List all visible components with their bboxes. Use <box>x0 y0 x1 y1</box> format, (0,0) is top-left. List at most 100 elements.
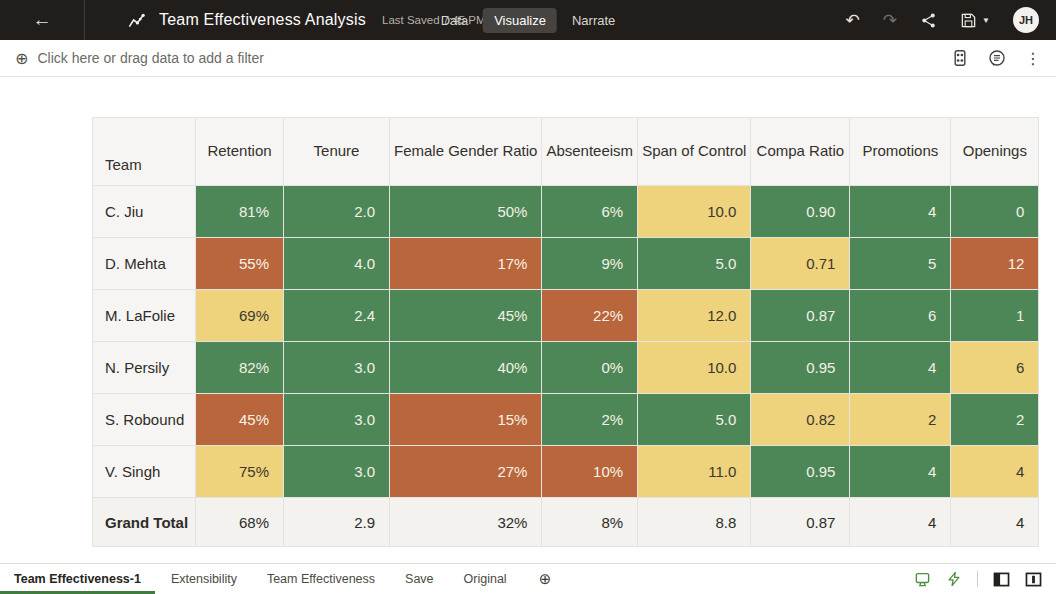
metric-cell[interactable]: 10% <box>542 446 638 498</box>
left-panel-toggle-icon[interactable] <box>993 572 1010 587</box>
column-header[interactable]: Promotions <box>850 118 951 186</box>
metric-cell[interactable]: 55% <box>196 238 284 290</box>
canvas-tab-4[interactable]: Save <box>405 564 434 594</box>
metric-cell[interactable]: 82% <box>196 342 284 394</box>
metric-cell[interactable]: 2.4 <box>284 290 390 342</box>
metric-cell[interactable]: 4 <box>850 446 951 498</box>
team-cell[interactable]: V. Singh <box>93 446 196 498</box>
visualization-canvas: TeamRetentionTenureFemale Gender RatioAb… <box>0 77 1056 563</box>
metric-cell[interactable]: 6 <box>850 290 951 342</box>
metric-cell[interactable]: 10.0 <box>638 186 751 238</box>
actions-lightning-icon[interactable] <box>946 571 962 587</box>
metric-cell[interactable]: 0.87 <box>751 290 850 342</box>
column-header[interactable]: Openings <box>951 118 1039 186</box>
metric-cell[interactable]: 12 <box>951 238 1039 290</box>
metric-cell[interactable]: 0.90 <box>751 186 850 238</box>
metric-cell[interactable]: 6% <box>542 186 638 238</box>
team-cell[interactable]: S. Robound <box>93 394 196 446</box>
metric-cell[interactable]: 0.95 <box>751 446 850 498</box>
metric-cell[interactable]: 5.0 <box>638 394 751 446</box>
team-cell[interactable]: M. LaFolie <box>93 290 196 342</box>
table-row: C. Jiu81%2.050%6%10.00.9040 <box>93 186 1039 238</box>
team-cell[interactable]: D. Mehta <box>93 238 196 290</box>
metric-cell[interactable]: 0.71 <box>751 238 850 290</box>
metric-cell[interactable]: 6 <box>951 342 1039 394</box>
metric-cell[interactable]: 5.0 <box>638 238 751 290</box>
save-caret-icon[interactable]: ▼ <box>982 16 990 25</box>
column-header[interactable]: Compa Ratio <box>751 118 850 186</box>
insights-icon[interactable] <box>988 49 1006 67</box>
grand-total-cell[interactable]: 32% <box>390 498 542 547</box>
metric-cell[interactable]: 0.95 <box>751 342 850 394</box>
back-button[interactable]: ← <box>0 0 84 40</box>
tab-visualize[interactable]: Visualize <box>483 8 557 33</box>
column-header[interactable]: Team <box>93 118 196 186</box>
metric-cell[interactable]: 45% <box>196 394 284 446</box>
metric-cell[interactable]: 4.0 <box>284 238 390 290</box>
metric-cell[interactable]: 50% <box>390 186 542 238</box>
team-cell[interactable]: C. Jiu <box>93 186 196 238</box>
grand-total-cell[interactable]: 2.9 <box>284 498 390 547</box>
metric-cell[interactable]: 69% <box>196 290 284 342</box>
grand-total-cell[interactable]: 4 <box>850 498 951 547</box>
column-header[interactable]: Absenteeism <box>542 118 638 186</box>
canvas-tab-3[interactable]: Team Effectiveness <box>267 564 375 594</box>
metric-cell[interactable]: 3.0 <box>284 342 390 394</box>
metric-cell[interactable]: 11.0 <box>638 446 751 498</box>
metric-cell[interactable]: 27% <box>390 446 542 498</box>
present-mode-icon[interactable] <box>914 571 931 588</box>
metric-cell[interactable]: 10.0 <box>638 342 751 394</box>
save-icon[interactable] <box>960 12 977 29</box>
right-panel-toggle-icon[interactable] <box>1025 572 1042 587</box>
grand-total-cell[interactable]: 8% <box>542 498 638 547</box>
canvas-tab-5[interactable]: Original <box>464 564 507 594</box>
column-header[interactable]: Span of Control <box>638 118 751 186</box>
metric-cell[interactable]: 81% <box>196 186 284 238</box>
metric-cell[interactable]: 45% <box>390 290 542 342</box>
column-header[interactable]: Retention <box>196 118 284 186</box>
metric-cell[interactable]: 40% <box>390 342 542 394</box>
kebab-menu-icon[interactable]: ⋮ <box>1025 49 1041 68</box>
chart-icon <box>127 11 146 30</box>
metric-cell[interactable]: 3.0 <box>284 394 390 446</box>
column-header[interactable]: Female Gender Ratio <box>390 118 542 186</box>
metric-cell[interactable]: 2 <box>951 394 1039 446</box>
add-canvas-icon[interactable]: ⊕ <box>539 570 552 588</box>
grand-total-cell[interactable]: 68% <box>196 498 284 547</box>
grand-total-cell[interactable]: 0.87 <box>751 498 850 547</box>
canvas-tab-1[interactable]: Team Effectiveness-1 <box>14 564 141 594</box>
metric-cell[interactable]: 4 <box>951 446 1039 498</box>
canvas-tab-2[interactable]: Extensibility <box>171 564 237 594</box>
add-filter-button[interactable]: ⊕ Click here or drag data to add a filte… <box>15 49 264 68</box>
conditional-formatting-icon[interactable] <box>951 49 969 67</box>
team-cell[interactable]: N. Persily <box>93 342 196 394</box>
metric-cell[interactable]: 22% <box>542 290 638 342</box>
metric-cell[interactable]: 0.82 <box>751 394 850 446</box>
metric-cell[interactable]: 5 <box>850 238 951 290</box>
save-menu[interactable]: ▼ <box>960 12 990 29</box>
avatar[interactable]: JH <box>1013 7 1039 33</box>
grand-total-cell[interactable]: 8.8 <box>638 498 751 547</box>
undo-icon[interactable]: ↶ <box>846 12 860 29</box>
redo-icon[interactable]: ↷ <box>883 12 897 29</box>
metric-cell[interactable]: 0 <box>951 186 1039 238</box>
metric-cell[interactable]: 75% <box>196 446 284 498</box>
metric-cell[interactable]: 4 <box>850 342 951 394</box>
metric-cell[interactable]: 1 <box>951 290 1039 342</box>
metric-cell[interactable]: 2% <box>542 394 638 446</box>
column-header[interactable]: Tenure <box>284 118 390 186</box>
metric-cell[interactable]: 17% <box>390 238 542 290</box>
grand-total-cell[interactable]: 4 <box>951 498 1039 547</box>
metric-cell[interactable]: 12.0 <box>638 290 751 342</box>
tab-data[interactable]: Data <box>430 8 479 33</box>
metric-cell[interactable]: 15% <box>390 394 542 446</box>
metric-cell[interactable]: 4 <box>850 186 951 238</box>
metric-cell[interactable]: 2.0 <box>284 186 390 238</box>
metric-cell[interactable]: 0% <box>542 342 638 394</box>
share-icon[interactable] <box>920 12 937 29</box>
metric-cell[interactable]: 2 <box>850 394 951 446</box>
tab-narrate[interactable]: Narrate <box>561 8 626 33</box>
metric-cell[interactable]: 3.0 <box>284 446 390 498</box>
metric-cell[interactable]: 9% <box>542 238 638 290</box>
grand-total-label[interactable]: Grand Total <box>93 498 196 547</box>
